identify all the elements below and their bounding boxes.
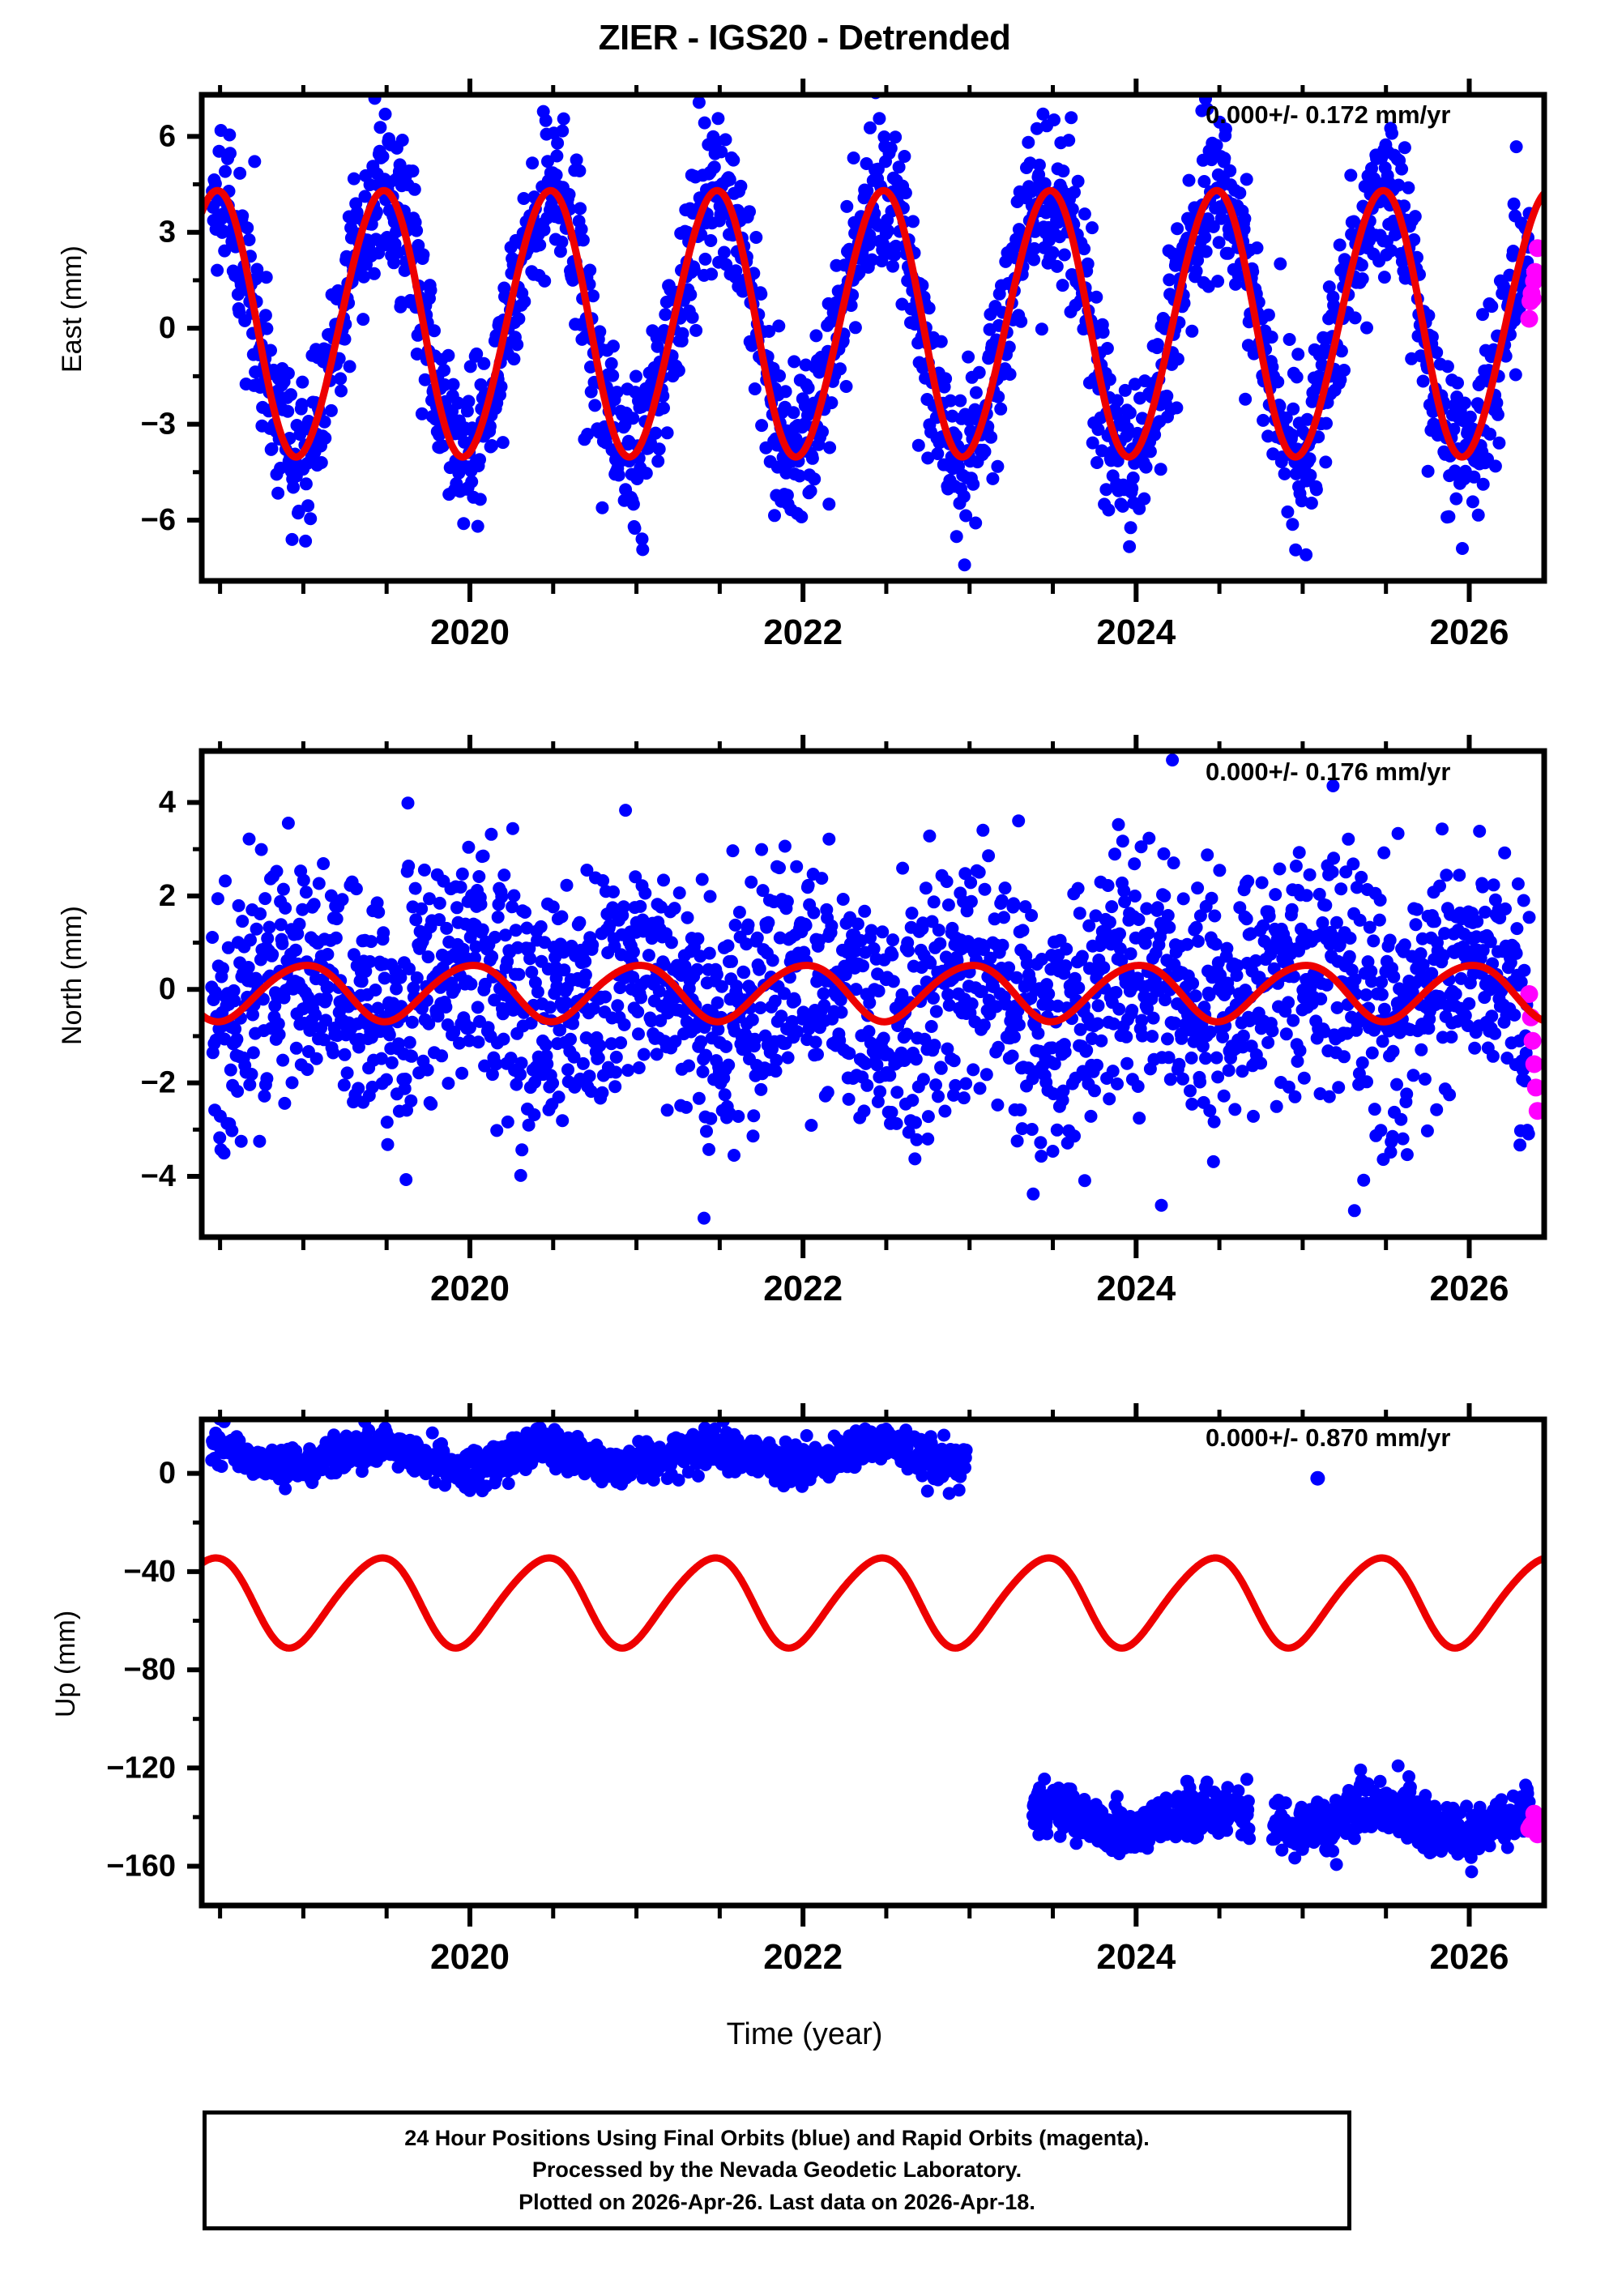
caption-line-2: Processed by the Nevada Geodetic Laborat… [531, 2157, 1022, 2183]
north-rate-annotation: 0.000+/- 0.176 mm/yr [1206, 758, 1451, 786]
caption-line-1: 24 Hour Positions Using Final Orbits (bl… [404, 2126, 1150, 2151]
up-axis-label: Up (mm) [50, 1610, 81, 1718]
svg-text:4: 4 [159, 785, 176, 819]
svg-text:2: 2 [159, 879, 176, 913]
svg-text:0: 0 [159, 311, 176, 345]
north-plot-svg: 4 2 0 −2 −4 2020 2022 2024 2026 [141, 735, 1547, 1308]
caption-box: 24 Hour Positions Using Final Orbits (bl… [203, 2110, 1351, 2230]
x-axis-label: Time (year) [726, 2017, 883, 2051]
page-title: ZIER - IGS20 - Detrended [598, 18, 1011, 58]
svg-text:2026: 2026 [1430, 1269, 1509, 1308]
east-axis-label: East (mm) [57, 245, 87, 373]
north-axis-label: North (mm) [57, 906, 87, 1045]
svg-text:2020: 2020 [430, 1269, 510, 1308]
svg-text:2022: 2022 [763, 612, 843, 652]
svg-text:3: 3 [159, 216, 176, 250]
svg-text:−6: −6 [141, 503, 176, 537]
panel-east: 6 3 0 −3 −6 2020 2022 2024 2026 [0, 0, 1609, 713]
svg-text:−3: −3 [141, 408, 176, 442]
east-plot-svg: 6 3 0 −3 −6 2020 2022 2024 2026 [141, 79, 1547, 652]
svg-text:−2: −2 [141, 1066, 176, 1100]
panel-up: 0 −40 −80 −120 −160 2020 2022 2024 2026 [0, 1325, 1609, 2038]
up-rate-annotation: 0.000+/- 0.870 mm/yr [1206, 1423, 1451, 1452]
svg-text:2024: 2024 [1096, 612, 1176, 652]
svg-text:2024: 2024 [1096, 1269, 1176, 1308]
svg-text:6: 6 [159, 119, 176, 153]
svg-text:2026: 2026 [1430, 612, 1509, 652]
caption-line-3: Plotted on 2026-Apr-26. Last data on 202… [519, 2189, 1035, 2214]
svg-text:−4: −4 [141, 1159, 176, 1193]
svg-text:2022: 2022 [763, 1269, 843, 1308]
svg-text:0: 0 [159, 972, 176, 1006]
svg-text:2020: 2020 [430, 612, 510, 652]
east-rate-annotation: 0.000+/- 0.172 mm/yr [1206, 100, 1451, 129]
panel-north: 4 2 0 −2 −4 2020 2022 2024 2026 [0, 656, 1609, 1369]
